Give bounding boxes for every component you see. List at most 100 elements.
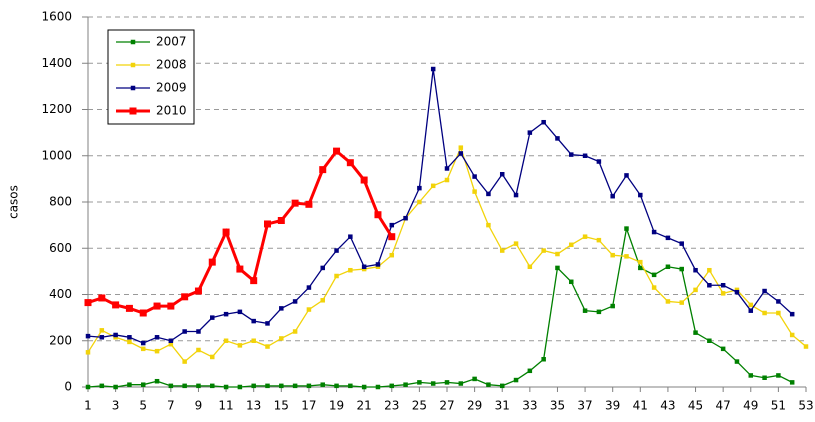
data-point [346, 159, 354, 167]
data-point [486, 191, 491, 197]
legend-label: 2009 [156, 81, 187, 95]
data-point [569, 152, 574, 157]
data-point [582, 234, 588, 239]
data-point [789, 311, 795, 317]
data-point [679, 300, 684, 305]
data-point [208, 258, 216, 266]
data-point [264, 220, 271, 228]
data-point [194, 287, 202, 295]
data-point [651, 285, 657, 290]
data-point [279, 306, 284, 311]
data-point [803, 344, 809, 349]
data-point [113, 332, 118, 338]
y-tick-label: 600 [49, 241, 72, 255]
data-point [638, 265, 643, 271]
x-tick-label: 5 [139, 399, 147, 413]
data-point [486, 382, 491, 387]
data-point [486, 222, 491, 228]
x-tick-label: 37 [577, 399, 592, 413]
data-point [388, 233, 396, 241]
data-point [182, 359, 187, 364]
data-point [734, 359, 740, 364]
data-point [279, 383, 284, 389]
data-point [720, 283, 726, 288]
data-point [527, 130, 533, 135]
data-point [403, 215, 408, 221]
data-point [610, 193, 615, 199]
data-point [375, 262, 381, 267]
data-point [458, 145, 464, 150]
x-tick-label: 7 [167, 399, 175, 413]
legend-label: 2010 [156, 104, 187, 118]
data-point [113, 384, 118, 390]
data-point [375, 384, 381, 390]
x-tick-label: 41 [633, 399, 648, 413]
x-tick-label: 35 [550, 399, 565, 413]
data-point [334, 248, 339, 253]
data-point [333, 147, 341, 155]
data-point [693, 287, 698, 293]
x-tick-label: 1 [84, 399, 92, 413]
data-point [182, 329, 187, 334]
legend-marker [130, 62, 136, 68]
data-point [707, 338, 712, 343]
data-point [113, 335, 118, 340]
data-point [748, 373, 754, 378]
data-point [348, 234, 353, 239]
data-point [168, 341, 174, 347]
data-point [127, 335, 132, 340]
data-point [320, 382, 325, 387]
data-point [651, 229, 657, 235]
data-point [458, 151, 464, 156]
data-point [596, 237, 602, 243]
data-point [223, 384, 229, 390]
data-point [541, 357, 546, 362]
data-point [610, 303, 615, 309]
data-point [665, 235, 671, 241]
data-point [210, 383, 215, 389]
x-tick-label: 15 [274, 399, 289, 413]
y-tick-label: 1600 [41, 10, 72, 24]
data-point [251, 383, 256, 389]
data-point [624, 226, 629, 231]
data-point [734, 289, 740, 295]
data-point [210, 354, 215, 360]
data-point [403, 382, 408, 387]
x-tick-label: 19 [329, 399, 344, 413]
data-point [513, 241, 519, 246]
data-point [693, 330, 698, 335]
x-tick-label: 9 [195, 399, 203, 413]
x-tick-label: 53 [798, 399, 813, 413]
data-point [237, 309, 243, 315]
x-tick-label: 49 [743, 399, 758, 413]
data-point [499, 172, 505, 177]
data-point [513, 377, 519, 383]
data-point [527, 264, 533, 269]
data-point [127, 339, 132, 345]
data-point [734, 287, 740, 293]
data-point [430, 66, 436, 72]
data-point [265, 344, 270, 349]
legend-marker [129, 107, 137, 115]
data-point [334, 273, 339, 279]
data-point [596, 159, 602, 164]
x-tick-label: 39 [605, 399, 620, 413]
data-point [762, 310, 767, 316]
data-point [499, 248, 505, 253]
data-point [610, 252, 615, 258]
data-point [569, 242, 574, 248]
data-point [154, 348, 160, 354]
y-axis-label: casos [7, 185, 21, 219]
data-point [776, 299, 781, 304]
data-point [527, 368, 533, 374]
data-point [348, 383, 353, 389]
data-point [789, 380, 795, 385]
x-tick-label: 13 [246, 399, 261, 413]
data-point [444, 166, 450, 171]
x-tick-label: 31 [495, 399, 510, 413]
x-tick-label: 51 [771, 399, 786, 413]
x-tick-label: 21 [357, 399, 372, 413]
data-point [125, 304, 133, 312]
data-point [762, 288, 767, 294]
